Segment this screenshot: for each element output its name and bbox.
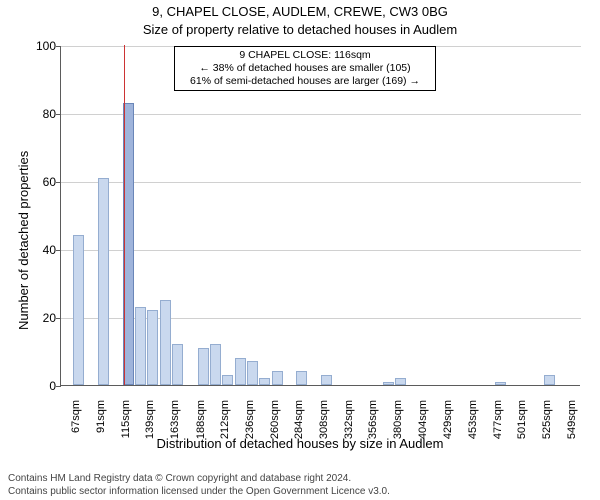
histogram-bar [73,235,84,385]
histogram-bar [383,382,394,385]
chart-title-address: 9, CHAPEL CLOSE, AUDLEM, CREWE, CW3 0BG [0,4,600,19]
histogram-bar [321,375,332,385]
x-axis-label: Distribution of detached houses by size … [0,436,600,451]
histogram-bar [98,178,109,385]
annotation-line-3: 61% of semi-detached houses are larger (… [181,75,429,88]
histogram-bar [235,358,246,385]
grid-line [61,182,581,183]
ytick-mark [56,114,61,115]
footer-line1: Contains HM Land Registry data © Crown c… [8,473,390,486]
histogram-bar [544,375,555,385]
property-marker-line [124,45,125,385]
plot-area: 0204060801009 CHAPEL CLOSE: 116sqm← 38% … [60,46,580,386]
ytick-label: 80 [22,107,56,121]
ytick-mark [56,318,61,319]
histogram-bar [395,378,406,385]
footer-line2: Contains public sector information licen… [8,486,390,499]
ytick-label: 0 [22,379,56,393]
histogram-bar [296,371,307,385]
histogram-bar [222,375,233,385]
footer-attribution: Contains HM Land Registry data © Crown c… [8,473,390,498]
y-axis-label: Number of detached properties [16,151,31,330]
histogram-bar [198,348,209,385]
chart-container: { "title_line1": "9, CHAPEL CLOSE, AUDLE… [0,0,600,500]
histogram-bar [247,361,258,385]
histogram-bar [147,310,158,385]
histogram-bar [272,371,283,385]
ytick-mark [56,182,61,183]
grid-line [61,250,581,251]
annotation-box: 9 CHAPEL CLOSE: 116sqm← 38% of detached … [174,46,436,91]
histogram-bar [210,344,221,385]
chart-subtitle: Size of property relative to detached ho… [0,22,600,37]
histogram-bar [495,382,506,385]
ytick-mark [56,386,61,387]
ytick-mark [56,250,61,251]
histogram-bar [135,307,146,385]
histogram-bar [259,378,270,385]
grid-line [61,114,581,115]
ytick-mark [56,46,61,47]
histogram-bar [160,300,171,385]
annotation-line-1: 9 CHAPEL CLOSE: 116sqm [181,49,429,62]
histogram-bar [172,344,183,385]
annotation-line-2: ← 38% of detached houses are smaller (10… [181,62,429,75]
ytick-label: 100 [22,39,56,53]
chart-area: 0204060801009 CHAPEL CLOSE: 116sqm← 38% … [60,46,580,416]
